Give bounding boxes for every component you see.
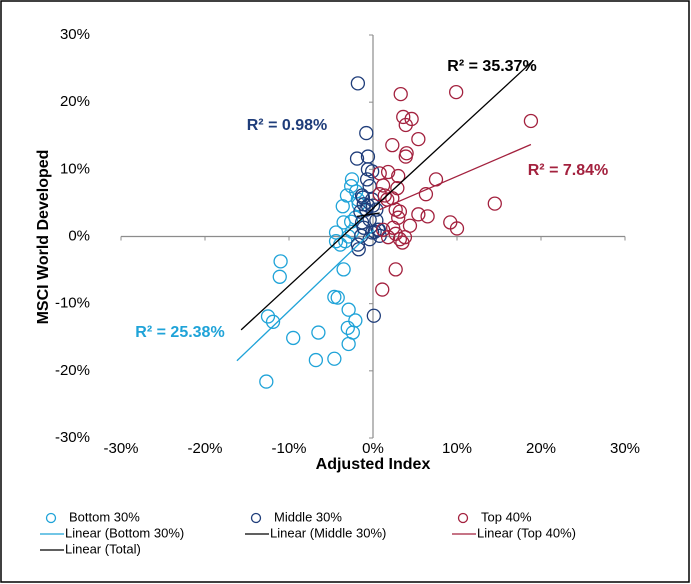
legend-marker [250, 512, 262, 524]
x-tick-label: -30% [103, 440, 138, 457]
r-squared-label: R² = 0.98% [247, 117, 327, 134]
x-tick-label: 0% [362, 440, 384, 457]
scatter-point [348, 313, 363, 328]
scatter-point [259, 374, 274, 389]
scatter-point [380, 164, 396, 180]
scatter-point [350, 237, 366, 252]
scatter-point [411, 207, 426, 222]
scatter-point [265, 314, 281, 329]
scatter-point [366, 308, 381, 323]
x-tick-label: 20% [526, 440, 556, 457]
y-tick-label: 0% [68, 227, 90, 244]
trendline [379, 143, 532, 211]
legend-label: Linear (Total) [65, 541, 141, 556]
scatter-point [273, 254, 288, 269]
scatter-point [385, 138, 400, 153]
r-squared-label: R² = 35.37% [447, 58, 536, 75]
scatter-point [375, 282, 390, 297]
scatter-point [365, 164, 380, 179]
scatter-point [418, 187, 434, 202]
trendline [240, 60, 534, 331]
scatter-point [449, 84, 464, 100]
x-tick-label: 30% [610, 440, 640, 457]
y-axis-title: MSCI World Developed [35, 150, 52, 325]
legend-label: Top 40% [481, 509, 532, 524]
scatter-point [327, 289, 342, 305]
scatter-point [351, 242, 366, 257]
legend-label: Linear (Top 40%) [477, 525, 576, 540]
scatter-point [311, 325, 326, 340]
y-tick-label: 10% [60, 160, 90, 177]
scatter-point [359, 125, 374, 141]
scatter-point [411, 131, 426, 147]
scatter-point [350, 76, 366, 91]
scatter-point [327, 351, 342, 366]
y-tick-label: -10% [55, 295, 90, 312]
y-tick-label: -30% [55, 429, 90, 446]
scatter-point [391, 168, 406, 184]
scatter-point [359, 172, 375, 187]
scatter-point [260, 309, 276, 324]
trendline [356, 212, 380, 217]
scatter-point [369, 202, 384, 217]
scatter-point [393, 86, 408, 102]
legend-label: Linear (Bottom 30%) [65, 525, 184, 540]
scatter-point [398, 117, 413, 133]
scatter-point [375, 222, 391, 237]
x-axis-title: Adjusted Index [316, 456, 431, 473]
scatter-point [365, 198, 381, 213]
scatter-point [375, 178, 391, 193]
scatter-point [377, 188, 392, 203]
scatter-point [286, 330, 301, 346]
x-tick-label: -20% [187, 440, 222, 457]
y-tick-label: 30% [60, 26, 90, 43]
legend-label: Middle 30% [274, 509, 342, 524]
scatter-point [523, 113, 539, 129]
scatter-point [340, 320, 355, 335]
y-tick-label: 20% [60, 93, 90, 110]
scatter-point [402, 218, 418, 233]
scatter-point [336, 262, 351, 277]
scatter-point [388, 262, 403, 277]
scatter-point [449, 221, 465, 236]
x-tick-label: -10% [271, 440, 306, 457]
scatter-point [380, 230, 396, 245]
scatter-point [372, 187, 387, 202]
scatter-point [391, 210, 406, 225]
legend-marker [45, 512, 57, 524]
scatter-point [390, 180, 405, 196]
y-tick-label: -20% [55, 362, 90, 379]
trendline [236, 229, 375, 362]
legend-label: Linear (Middle 30%) [270, 525, 386, 540]
scatter-point [371, 222, 387, 237]
legend-marker [457, 512, 469, 524]
scatter-point [487, 196, 502, 211]
scatter-point [349, 151, 365, 166]
scatter-point [341, 302, 356, 317]
scatter-point [399, 146, 414, 161]
r-squared-label: R² = 25.38% [135, 324, 224, 341]
scatter-point [392, 204, 408, 219]
x-tick-label: 10% [442, 440, 472, 457]
scatter-point [308, 352, 324, 368]
scatter-point [272, 269, 287, 284]
scatter-point [344, 178, 359, 194]
scatter-point [420, 209, 435, 224]
legend-label: Bottom 30% [69, 509, 140, 524]
r-squared-label: R² = 7.84% [528, 162, 608, 179]
scatter-point [328, 234, 344, 249]
scatter-point [354, 188, 370, 203]
scatter-point [396, 109, 411, 125]
